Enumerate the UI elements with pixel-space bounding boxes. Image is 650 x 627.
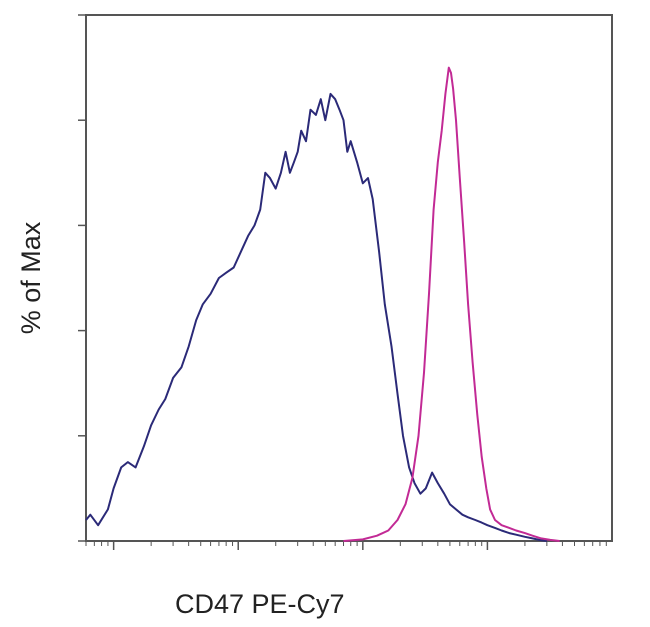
- y-axis-label: % of Max: [16, 221, 46, 334]
- y-axis-ticks: [78, 14, 86, 542]
- histogram-series-1: [85, 92, 548, 542]
- x-axis-label: CD47 PE-Cy7: [175, 589, 345, 619]
- series-layer: [85, 66, 560, 542]
- x-axis-ticks: [85, 541, 607, 550]
- plot-frame: [85, 14, 613, 542]
- histogram-series-2: [343, 66, 560, 542]
